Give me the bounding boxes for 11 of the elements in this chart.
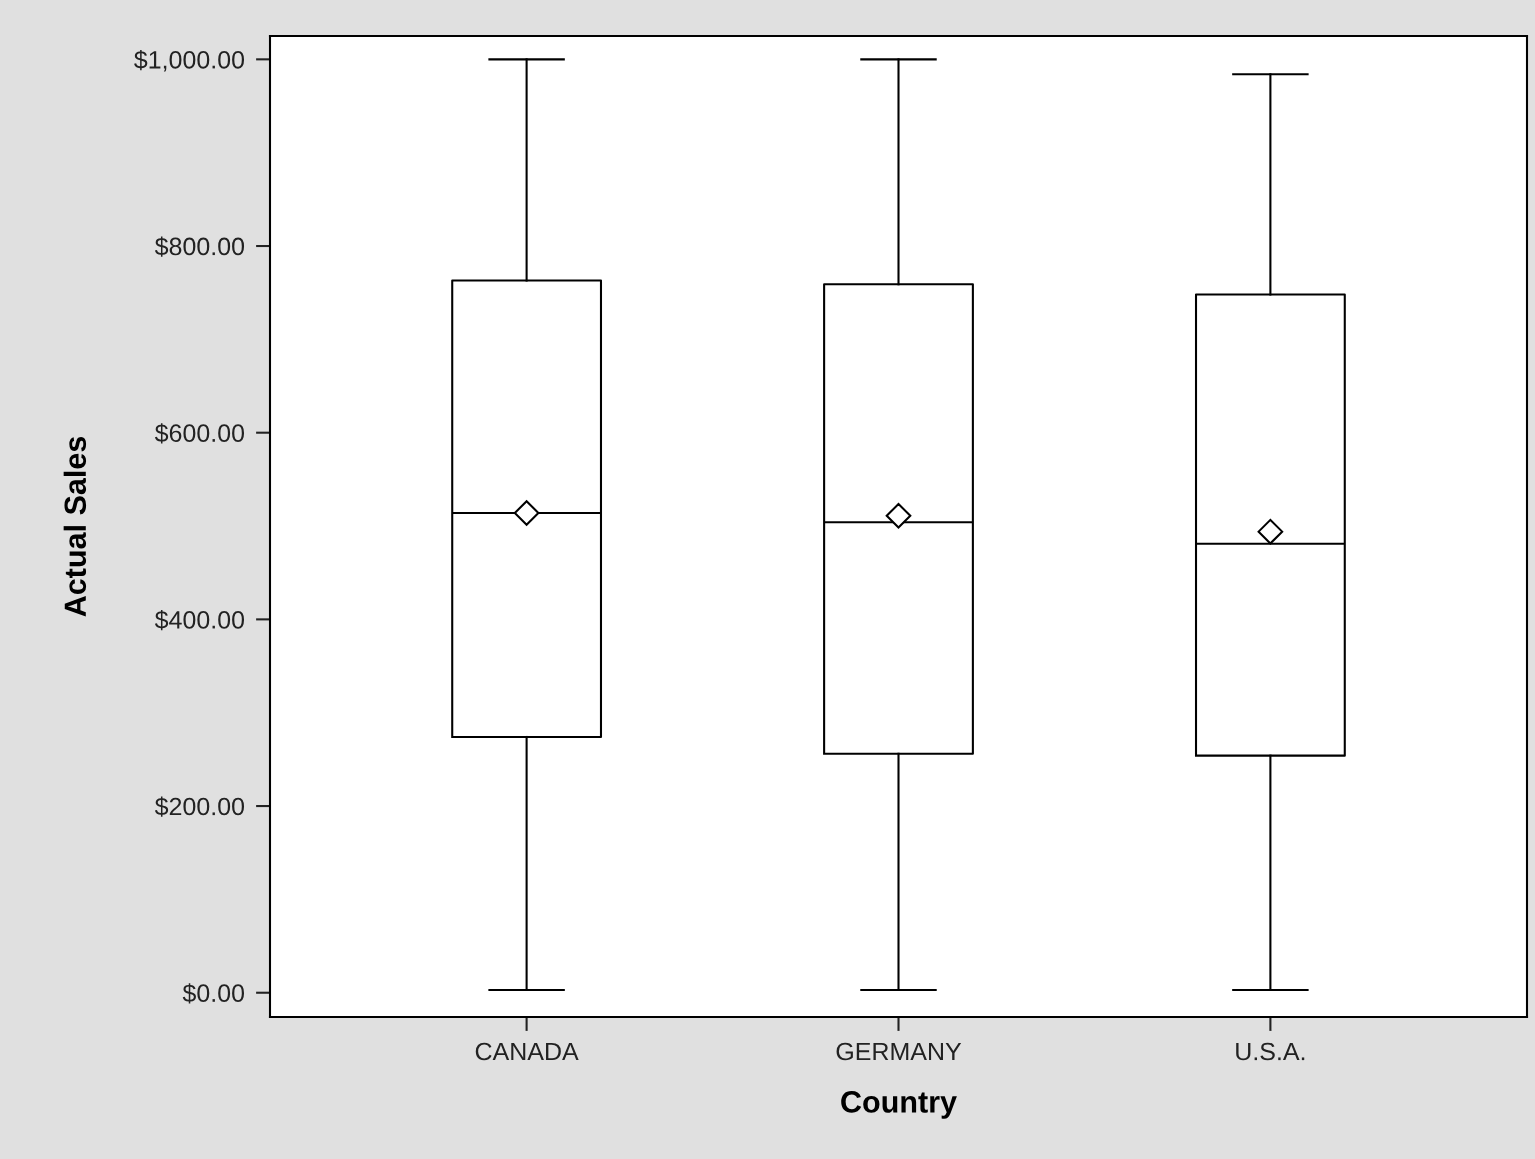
y-tick-label: $400.00	[154, 609, 245, 631]
x-axis-title: Country	[841, 1091, 957, 1119]
y-tick-label: $800.00	[154, 236, 245, 257]
y-axis-title: Actual Sales	[63, 436, 87, 617]
x-tick-label: CANADA	[475, 1042, 579, 1061]
y-tick-label: $200.00	[154, 796, 245, 817]
y-tick-label: $600.00	[154, 423, 245, 444]
y-tick-label: $0.00	[182, 983, 245, 1004]
y-tick-label: $1,000.00	[134, 49, 245, 72]
x-tick-label: GERMANY	[836, 1042, 962, 1061]
x-tick-label: U.S.A.	[1236, 1042, 1305, 1061]
